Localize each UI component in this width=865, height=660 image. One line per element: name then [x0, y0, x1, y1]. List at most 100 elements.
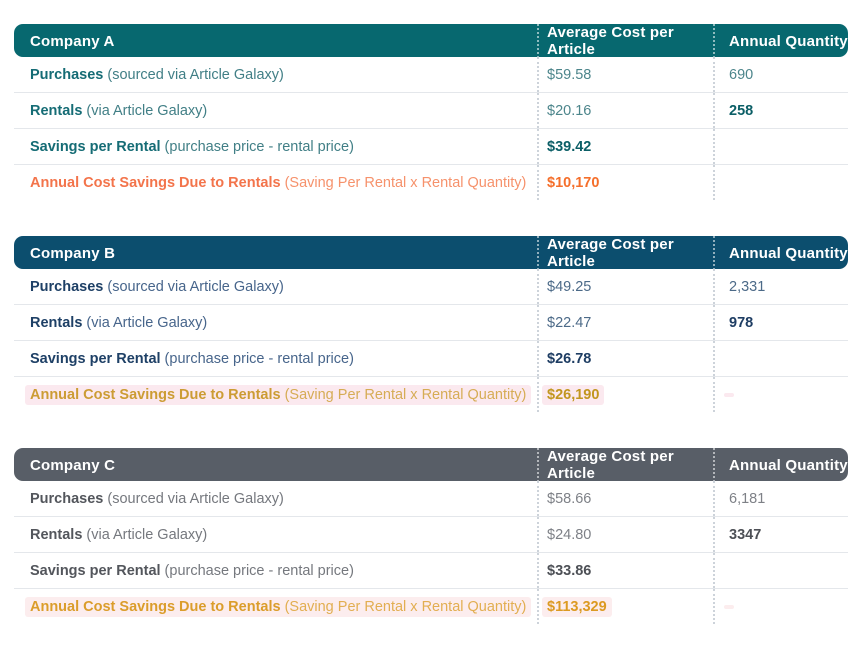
row-label-note: (Saving Per Rental x Rental Quantity)	[284, 386, 527, 403]
row-label: Rentals (via Article Galaxy)	[14, 93, 537, 128]
column-header-average-cost: Average Cost per Article	[537, 448, 713, 482]
cost-cell: $24.80	[537, 517, 713, 552]
row-rentals: Rentals (via Article Galaxy) $20.16 258	[14, 92, 848, 128]
company-c-table: Company C Average Cost per Article Annua…	[14, 448, 848, 624]
row-label-note: (Saving Per Rental x Rental Quantity)	[284, 598, 527, 615]
cost-value: $113,329	[542, 596, 612, 617]
quantity-cell: 2,331	[713, 269, 848, 304]
quantity-cell: 978	[713, 305, 848, 340]
cost-cell: $59.58	[537, 57, 713, 92]
row-label-note: (via Article Galaxy)	[86, 526, 208, 543]
company-a-header: Company A Average Cost per Article Annua…	[14, 24, 848, 58]
row-label-note: (via Article Galaxy)	[86, 102, 208, 119]
cost-value: $39.42	[547, 138, 592, 155]
row-label-title: Purchases	[30, 490, 104, 507]
cost-cell: $49.25	[537, 269, 713, 304]
company-a-table: Company A Average Cost per Article Annua…	[14, 24, 848, 200]
page: Company A Average Cost per Article Annua…	[14, 24, 848, 624]
row-label: Annual Cost Savings Due to Rentals (Savin…	[14, 165, 537, 200]
column-header-annual-quantity: Annual Quantity	[713, 236, 848, 270]
quantity-cell: 3347	[713, 517, 848, 552]
row-label: Purchases (sourced via Article Galaxy)	[14, 57, 537, 92]
cost-value: $26.78	[547, 350, 592, 367]
quantity-value: 2,331	[729, 278, 766, 295]
cost-value: $22.47	[547, 314, 592, 331]
quantity-cell: 258	[713, 93, 848, 128]
company-name: Company B	[30, 244, 116, 262]
row-label-note: (Saving Per Rental x Rental Quantity)	[284, 174, 527, 191]
row-label: Annual Cost Savings Due to Rentals (Savin…	[14, 377, 537, 412]
cost-value: $10,170	[547, 174, 600, 191]
cost-cell: $10,170	[537, 165, 713, 200]
cost-cell: $33.86	[537, 553, 713, 588]
cost-cell: $39.42	[537, 129, 713, 164]
cost-cell: $20.16	[537, 93, 713, 128]
row-label-title: Annual Cost Savings Due to Rentals	[30, 174, 281, 191]
quantity-value	[724, 181, 734, 185]
cost-value: $33.86	[547, 562, 592, 579]
row-savings-per-rental: Savings per Rental (purchase price - rent…	[14, 128, 848, 164]
row-annual-cost-savings: Annual Cost Savings Due to Rentals (Savin…	[14, 376, 848, 412]
quantity-cell: 6,181	[713, 481, 848, 516]
row-label-note: (sourced via Article Galaxy)	[107, 490, 284, 507]
quantity-value: 6,181	[729, 490, 766, 507]
row-annual-cost-savings: Annual Cost Savings Due to Rentals (Savin…	[14, 164, 848, 200]
row-label: Rentals (via Article Galaxy)	[14, 517, 537, 552]
column-header-annual-quantity: Annual Quantity	[713, 24, 848, 58]
quantity-value: 690	[729, 66, 754, 83]
row-purchases: Purchases (sourced via Article Galaxy) $4…	[14, 269, 848, 304]
row-label-note: (sourced via Article Galaxy)	[107, 66, 284, 83]
company-name: Company C	[30, 456, 116, 474]
row-label-title: Rentals	[30, 526, 83, 543]
quantity-value	[724, 357, 734, 361]
row-label: Savings per Rental (purchase price - rent…	[14, 129, 537, 164]
quantity-value: 978	[729, 314, 754, 331]
row-label-title: Savings per Rental	[30, 562, 161, 579]
row-label-title: Annual Cost Savings Due to Rentals	[30, 598, 281, 615]
row-label-note: (via Article Galaxy)	[86, 314, 208, 331]
row-label-title: Rentals	[30, 102, 83, 119]
cost-cell: $22.47	[537, 305, 713, 340]
company-name: Company A	[30, 32, 115, 50]
row-label: Savings per Rental (purchase price - rent…	[14, 553, 537, 588]
cost-cell: $113,329	[537, 589, 713, 624]
row-purchases: Purchases (sourced via Article Galaxy) $5…	[14, 57, 848, 92]
row-savings-per-rental: Savings per Rental (purchase price - rent…	[14, 340, 848, 376]
cost-value: $26,190	[542, 384, 605, 405]
cost-value: $49.25	[547, 278, 592, 295]
quantity-cell	[713, 165, 848, 200]
row-label: Purchases (sourced via Article Galaxy)	[14, 481, 537, 516]
quantity-cell: 690	[713, 57, 848, 92]
quantity-value: 3347	[729, 526, 762, 543]
cost-cell: $26.78	[537, 341, 713, 376]
row-label-title: Purchases	[30, 66, 104, 83]
row-label-title: Purchases	[30, 278, 104, 295]
quantity-value: 258	[729, 102, 754, 119]
cost-value: $24.80	[547, 526, 592, 543]
row-label-note: (purchase price - rental price)	[164, 350, 354, 367]
quantity-value	[724, 604, 734, 609]
column-header-average-cost: Average Cost per Article	[537, 24, 713, 58]
row-label-title: Savings per Rental	[30, 138, 161, 155]
row-label: Purchases (sourced via Article Galaxy)	[14, 269, 537, 304]
row-label: Savings per Rental (purchase price - rent…	[14, 341, 537, 376]
quantity-cell	[713, 589, 848, 624]
row-label-note: (sourced via Article Galaxy)	[107, 278, 284, 295]
quantity-cell	[713, 341, 848, 376]
column-header-annual-quantity: Annual Quantity	[713, 448, 848, 482]
row-rentals: Rentals (via Article Galaxy) $22.47 978	[14, 304, 848, 340]
row-annual-cost-savings: Annual Cost Savings Due to Rentals (Savin…	[14, 588, 848, 624]
company-b-header: Company B Average Cost per Article Annua…	[14, 236, 848, 270]
column-header-average-cost: Average Cost per Article	[537, 236, 713, 270]
quantity-cell	[713, 377, 848, 412]
row-label-note: (purchase price - rental price)	[164, 138, 354, 155]
cost-cell: $58.66	[537, 481, 713, 516]
row-savings-per-rental: Savings per Rental (purchase price - rent…	[14, 552, 848, 588]
row-label: Annual Cost Savings Due to Rentals (Savin…	[14, 589, 537, 624]
cost-cell: $26,190	[537, 377, 713, 412]
cost-value: $59.58	[547, 66, 592, 83]
company-b-table: Company B Average Cost per Article Annua…	[14, 236, 848, 412]
row-label-title: Savings per Rental	[30, 350, 161, 367]
quantity-value	[724, 392, 734, 397]
cost-value: $58.66	[547, 490, 592, 507]
